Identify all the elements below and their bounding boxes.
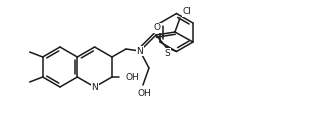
Text: Cl: Cl [183,8,192,16]
Text: O: O [153,24,160,32]
Text: N: N [137,46,143,55]
Text: S: S [164,49,170,58]
Text: N: N [91,82,98,92]
Text: OH: OH [137,89,151,98]
Text: OH: OH [126,72,140,82]
